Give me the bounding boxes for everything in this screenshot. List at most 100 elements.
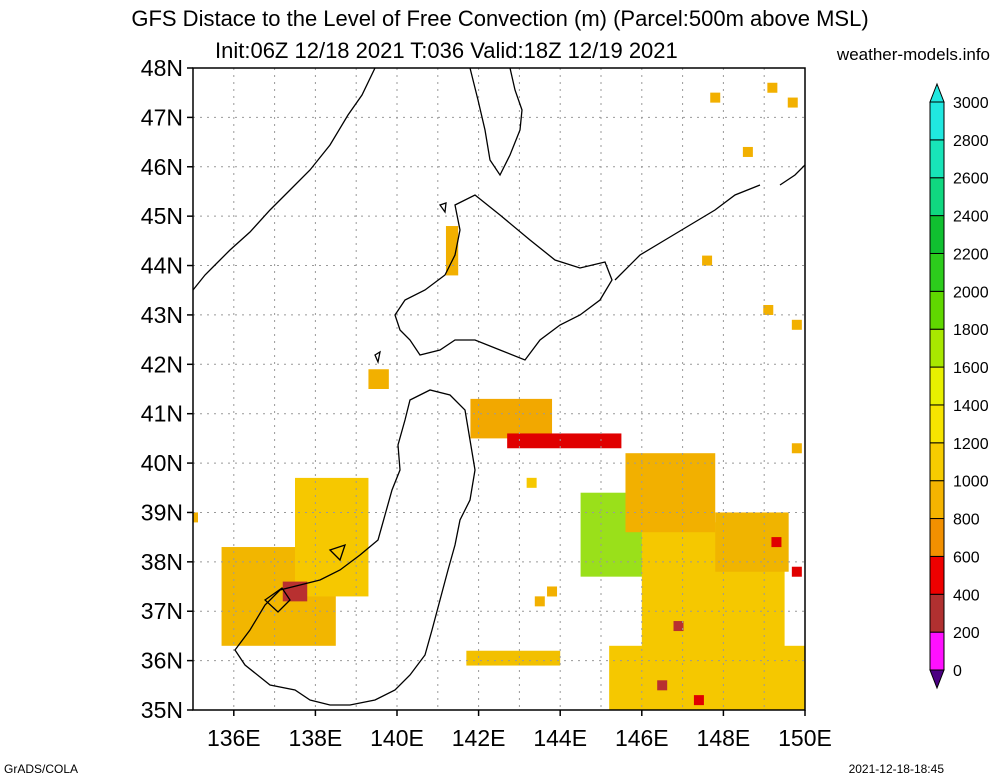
field-patch-nw-dot xyxy=(368,369,389,389)
lat-tick-label: 48N xyxy=(141,55,183,81)
lat-tick-label: 45N xyxy=(141,203,183,229)
colorbar-arrow-high xyxy=(929,82,945,103)
colorbar-label: 3000 xyxy=(953,95,989,112)
field-cell xyxy=(767,82,778,93)
lat-tick-label: 47N xyxy=(141,104,183,130)
colorbar-label: 2200 xyxy=(953,246,989,263)
field-cell xyxy=(791,566,802,577)
colorbar-segment xyxy=(929,177,945,217)
colorbar-label: 1000 xyxy=(953,474,989,491)
lat-tick-label: 39N xyxy=(141,499,183,525)
colorbar-segment xyxy=(929,290,945,330)
rebun-coast xyxy=(438,202,447,214)
honshu-coast xyxy=(234,389,476,706)
colorbar-segment xyxy=(929,480,945,520)
colorbar-segment xyxy=(929,101,945,141)
sakhalin-coast xyxy=(469,68,523,177)
field-patch-hokkaido-west-dot xyxy=(445,226,459,276)
coastline-layer xyxy=(193,68,805,706)
field-cell xyxy=(673,621,684,632)
colorbar-segment xyxy=(929,215,945,254)
colorbar-label: 1200 xyxy=(953,436,989,453)
lat-tick-label: 42N xyxy=(141,351,183,377)
field-patch-tsugaru-east xyxy=(470,398,553,439)
field-patch-sea-of-japan-center xyxy=(295,477,369,597)
colorbar-label: 1600 xyxy=(953,360,989,377)
colorbar-label: 2400 xyxy=(953,209,989,226)
colorbar-label: 2800 xyxy=(953,133,989,150)
footer-credit: GrADS/COLA xyxy=(4,762,79,776)
lon-tick-label: 140E xyxy=(370,725,424,751)
sado-coast xyxy=(328,543,347,562)
hokkaido-coast xyxy=(394,194,613,361)
field-cell xyxy=(702,255,713,266)
chart-title: GFS Distace to the Level of Free Convect… xyxy=(131,6,869,31)
field-patch-south-strip xyxy=(466,650,561,666)
kamchatka-coast xyxy=(779,164,805,186)
colorbar-segment xyxy=(929,252,945,292)
okushiri-coast xyxy=(374,350,381,365)
colorbar-label: 0 xyxy=(953,663,962,680)
lat-tick-label: 36N xyxy=(141,648,183,674)
lat-tick-label: 40N xyxy=(141,450,183,476)
lon-tick-label: 142E xyxy=(452,725,506,751)
lat-tick-label: 43N xyxy=(141,302,183,328)
field-cell xyxy=(742,146,753,157)
field-cell xyxy=(787,97,798,108)
footer-timestamp: 2021-12-18-18:45 xyxy=(848,762,944,776)
field-cell xyxy=(657,680,668,691)
colorbar-label: 1400 xyxy=(953,398,989,415)
colorbar-segment xyxy=(929,555,945,595)
colorbar-segment xyxy=(929,442,945,482)
field-cell xyxy=(693,695,704,706)
colorbar: 0 200 400 600 800 1000 1200 1400 1600 1800 2000 220… xyxy=(929,82,989,690)
lon-tick-label: 138E xyxy=(289,725,343,751)
lon-tick-label: 136E xyxy=(207,725,261,751)
field-cell xyxy=(791,443,802,454)
field-cell xyxy=(791,319,802,330)
colorbar-segment xyxy=(929,518,945,557)
colorbar-arrow-low xyxy=(929,669,945,690)
colorbar-label: 800 xyxy=(953,512,980,529)
lon-tick-label: 148E xyxy=(697,725,751,751)
colorbar-segment xyxy=(929,631,945,671)
field-patch-pacific-orange-north xyxy=(625,453,716,533)
lon-tick-label: 146E xyxy=(615,725,669,751)
field-cell xyxy=(710,92,721,103)
lat-tick-label: 46N xyxy=(141,154,183,180)
lat-tick-label: 35N xyxy=(141,697,183,723)
field-cell xyxy=(763,304,774,315)
field-cell xyxy=(534,596,545,607)
map-frame xyxy=(192,67,806,711)
colorbar-label: 2600 xyxy=(953,171,989,188)
colorbar-label: 2000 xyxy=(953,284,989,301)
lat-tick-label: 41N xyxy=(141,401,183,427)
field-cell xyxy=(547,586,558,597)
colorbar-segment xyxy=(929,139,945,179)
colorbar-segment xyxy=(929,593,945,633)
colorbar-label: 1800 xyxy=(953,322,989,339)
chart-subtitle: Init:06Z 12/18 2021 T:036 Valid:18Z 12/1… xyxy=(215,38,678,63)
field-patch-southeast-strip xyxy=(609,645,805,710)
mainland-coast xyxy=(193,68,376,291)
lon-tick-label: 144E xyxy=(533,725,587,751)
lat-tick-label: 44N xyxy=(141,253,183,279)
site-label: weather-models.info xyxy=(836,45,990,64)
lat-tick-label: 38N xyxy=(141,549,183,575)
colorbar-label: 400 xyxy=(953,587,980,604)
field-cell xyxy=(771,537,782,548)
colorbar-segment xyxy=(929,366,945,406)
kuril-coast xyxy=(614,184,761,281)
field-patch-noto-red xyxy=(282,581,308,602)
colorbar-segment xyxy=(929,328,945,368)
field-cell xyxy=(526,477,537,488)
lon-tick-label: 150E xyxy=(778,725,832,751)
grid-layer xyxy=(193,68,805,710)
colorbar-label: 200 xyxy=(953,625,980,642)
noto-coast xyxy=(263,587,291,613)
field-cell xyxy=(193,512,198,523)
field-layer xyxy=(193,82,805,710)
colorbar-segment xyxy=(929,404,945,444)
lat-tick-label: 37N xyxy=(141,598,183,624)
